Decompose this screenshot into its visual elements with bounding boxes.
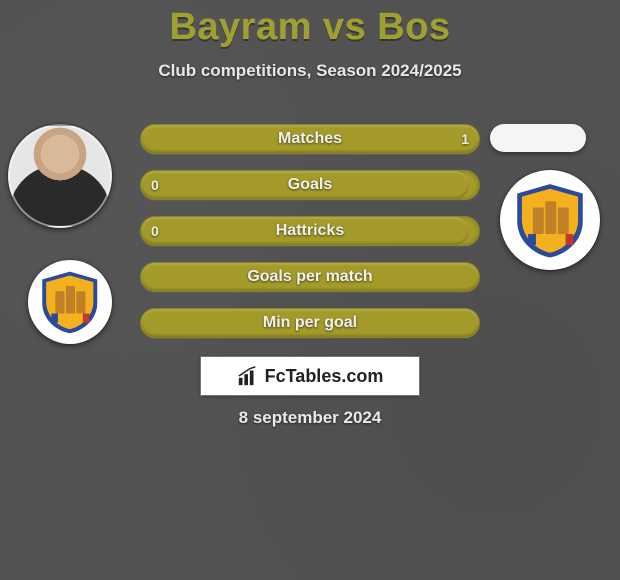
player-left-photo (8, 124, 112, 228)
date-text: 8 september 2024 (0, 408, 620, 428)
stat-label: Matches (141, 125, 479, 153)
club-crest-left (28, 260, 112, 344)
crest-icon (511, 181, 589, 259)
stat-right-value: 1 (461, 125, 469, 153)
club-crest-right (500, 170, 600, 270)
subtitle: Club competitions, Season 2024/2025 (0, 61, 620, 81)
bar-chart-icon (237, 365, 259, 387)
stat-row: Min per goal (140, 308, 480, 338)
stat-left-value: 0 (151, 171, 159, 199)
stat-row: Matches1 (140, 124, 480, 154)
stat-label: Min per goal (141, 309, 479, 337)
stat-label: Goals (141, 171, 479, 199)
stat-label: Hattricks (141, 217, 479, 245)
stat-label: Goals per match (141, 263, 479, 291)
stat-row: Goals0 (140, 170, 480, 200)
player-right-pill (490, 124, 586, 152)
stats-panel: Matches1Goals0Hattricks0Goals per matchM… (140, 124, 480, 354)
stat-left-value: 0 (151, 217, 159, 245)
container: Bayram vs Bos Club competitions, Season … (0, 0, 620, 580)
stat-row: Hattricks0 (140, 216, 480, 246)
page-title: Bayram vs Bos (0, 0, 620, 49)
logo-text: FcTables.com (265, 366, 384, 387)
crest-icon (37, 269, 103, 335)
fctables-logo-box: FcTables.com (200, 356, 420, 396)
stat-row: Goals per match (140, 262, 480, 292)
